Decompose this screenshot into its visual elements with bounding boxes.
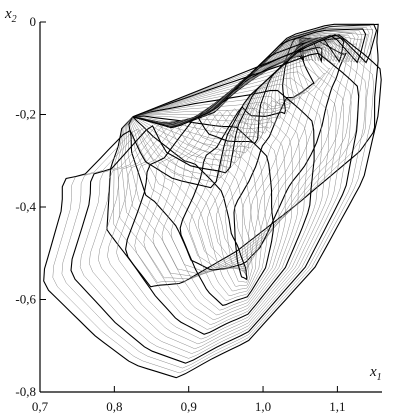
y-tick-label: -0,2 [15, 107, 36, 122]
trajectory-curve [132, 39, 319, 301]
y-tick-label: -0,4 [15, 199, 36, 214]
trajectory-curve [132, 38, 330, 316]
trajectory-curve [43, 23, 382, 379]
trajectory-curve [127, 36, 352, 273]
trajectory-curve [132, 38, 323, 307]
trajectory-curve [132, 39, 310, 287]
trajectory-curve [132, 39, 313, 292]
trajectory-curve [132, 39, 316, 296]
trajectory-curve [132, 39, 320, 277]
y-tick-label: -0,8 [15, 384, 36, 399]
y-tick-label: 0 [30, 14, 37, 29]
x-tick-label: 0,8 [106, 399, 122, 414]
trajectory-curve [98, 33, 355, 350]
trajectory-curve [88, 31, 359, 354]
x-tick-label: 0,9 [181, 399, 197, 414]
trajectory-curve [132, 39, 310, 283]
trajectory-curve [70, 28, 367, 364]
y-ticks: 0 -0,2 -0,4 -0,6 -0,8 [15, 14, 46, 399]
trajectory-curve [125, 36, 345, 335]
x-tick-label: 1,0 [255, 399, 271, 414]
curve-family [43, 23, 382, 379]
trajectory-curve [79, 30, 363, 359]
trajectory-curve [61, 27, 370, 369]
x-tick-label: 0,7 [32, 399, 49, 414]
trajectory-curve [52, 25, 374, 374]
y-axis-title: x2 [4, 6, 17, 25]
trajectory-curve [107, 34, 352, 345]
x-axis-title: x1 [369, 364, 382, 383]
y-tick-label: -0,6 [15, 292, 36, 307]
x-tick-label: 1,1 [329, 399, 345, 414]
x-ticks: 0,7 0,8 0,9 1,0 1,1 [32, 386, 346, 414]
trajectory-curve [132, 37, 334, 321]
trajectory-curve [132, 38, 326, 311]
